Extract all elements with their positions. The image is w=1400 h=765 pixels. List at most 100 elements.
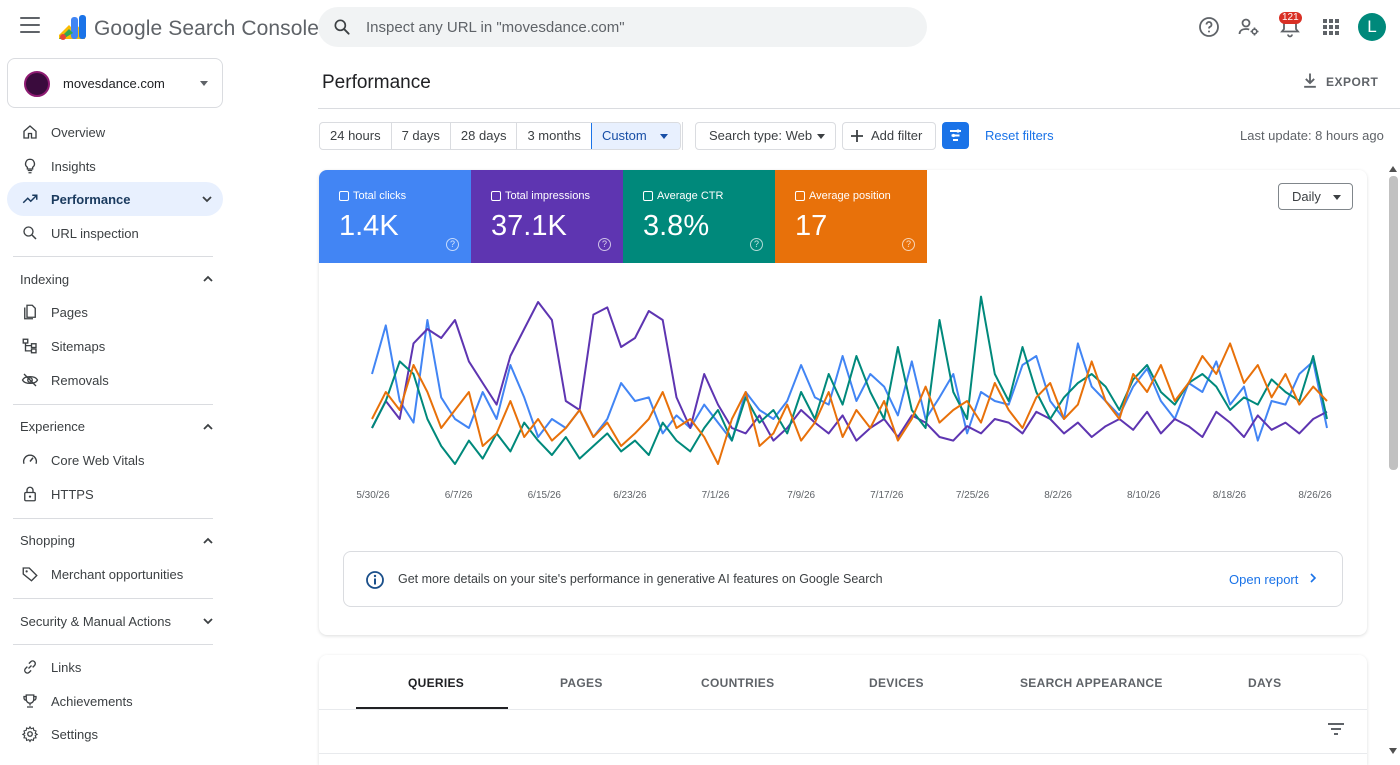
scroll-down-icon[interactable]	[1389, 748, 1397, 754]
scrollbar-thumb[interactable]	[1389, 176, 1398, 470]
sidebar-item-label: Pages	[51, 305, 88, 320]
metric-label: Total impressions	[505, 190, 590, 202]
link-icon	[24, 660, 36, 674]
sidebar-item-label: HTTPS	[51, 487, 94, 502]
sidebar-item-label: Insights	[51, 159, 96, 174]
scroll-up-icon[interactable]	[1389, 166, 1397, 172]
chevron-up-icon[interactable]	[202, 422, 214, 432]
tab-countries[interactable]: COUNTRIES	[701, 676, 775, 690]
chevron-up-icon[interactable]	[202, 274, 214, 284]
range-28-days[interactable]: 28 days	[451, 123, 518, 149]
sidebar-item-sitemaps[interactable]: Sitemaps	[7, 329, 223, 363]
filter-rows-icon[interactable]	[1327, 722, 1345, 736]
search-type-filter[interactable]: Search type: Web	[695, 122, 836, 150]
sidebar-item-label: URL inspection	[51, 226, 139, 241]
gear-icon	[21, 725, 39, 743]
chevron-up-icon[interactable]	[202, 536, 214, 546]
add-filter-button[interactable]: Add filter	[842, 122, 936, 150]
section-title-shopping: Shopping	[20, 533, 75, 548]
divider	[13, 256, 213, 257]
sidebar-item-https[interactable]: HTTPS	[7, 477, 223, 511]
sidebar-item-label: Performance	[51, 192, 131, 207]
performance-chart-card: Total clicks 1.4K ? Total impressions 37…	[319, 170, 1367, 635]
tab-pages[interactable]: PAGES	[560, 676, 603, 690]
checkbox-icon[interactable]	[643, 191, 653, 201]
checkbox-icon[interactable]	[491, 191, 501, 201]
toolbar-separator	[682, 122, 683, 150]
range-3-months[interactable]: 3 months	[517, 123, 592, 149]
add-filter-label: Add filter	[871, 128, 923, 143]
tab-search-appearance[interactable]: SEARCH APPEARANCE	[1020, 676, 1163, 690]
sidebar-item-label: Merchant opportunities	[51, 567, 184, 582]
sidebar-item-insights[interactable]: Insights	[7, 149, 223, 183]
active-tab-indicator	[356, 707, 508, 709]
sidebar-item-core-web-vitals[interactable]: Core Web Vitals	[7, 443, 223, 477]
chevron-right-icon[interactable]	[1308, 572, 1318, 584]
sidebar-item-removals[interactable]: Removals	[7, 363, 223, 397]
checkbox-icon[interactable]	[795, 191, 805, 201]
x-tick-label: 7/9/26	[787, 490, 815, 501]
metric-average-ctr[interactable]: Average CTR 3.8% ?	[623, 170, 775, 263]
sidebar-item-merchant-opportunities[interactable]: Merchant opportunities	[7, 557, 223, 591]
checkbox-icon[interactable]	[339, 191, 349, 201]
section-title-security[interactable]: Security & Manual Actions	[20, 614, 172, 629]
manage-users-icon[interactable]	[1237, 15, 1261, 39]
x-tick-label: 8/2/26	[1044, 490, 1072, 501]
account-avatar[interactable]: L	[1358, 13, 1386, 41]
plus-icon	[851, 130, 863, 142]
menu-icon[interactable]	[20, 17, 40, 33]
help-icon[interactable]: ?	[598, 238, 611, 251]
granularity-select[interactable]: Daily	[1278, 183, 1353, 210]
x-tick-label: 7/25/26	[956, 490, 990, 501]
sidebar-item-links[interactable]: Links	[7, 650, 223, 684]
sidebar: movesdance.com Overview Insights Perform…	[0, 56, 230, 759]
filter-options-button[interactable]	[942, 122, 969, 149]
help-icon[interactable]	[1197, 15, 1221, 39]
reset-filters-link[interactable]: Reset filters	[985, 128, 1054, 143]
open-report-link[interactable]: Open report	[1229, 572, 1299, 587]
range-7-days[interactable]: 7 days	[392, 123, 451, 149]
app-title: Google Search Console	[94, 17, 320, 40]
metric-total-clicks[interactable]: Total clicks 1.4K ?	[319, 170, 471, 263]
ai-features-banner: Get more details on your site's performa…	[343, 551, 1343, 607]
x-tick-label: 7/17/26	[870, 490, 904, 501]
sidebar-item-achievements[interactable]: Achievements	[7, 684, 223, 718]
download-icon	[1304, 73, 1316, 88]
tab-devices[interactable]: DEVICES	[869, 676, 924, 690]
page-title: Performance	[322, 72, 431, 93]
chevron-down-icon[interactable]	[202, 616, 214, 626]
range-24-hours[interactable]: 24 hours	[320, 123, 392, 149]
property-selector[interactable]: movesdance.com	[7, 58, 223, 108]
chevron-down-icon[interactable]	[201, 194, 213, 204]
help-icon[interactable]: ?	[446, 238, 459, 251]
help-icon[interactable]: ?	[902, 238, 915, 251]
tab-queries[interactable]: QUERIES	[408, 676, 465, 690]
sidebar-item-url-inspection[interactable]: URL inspection	[7, 216, 223, 250]
info-icon	[366, 571, 384, 589]
url-inspect-search[interactable]	[318, 7, 927, 47]
trophy-icon	[23, 694, 37, 708]
lightbulb-icon	[24, 158, 36, 174]
sidebar-item-overview[interactable]: Overview	[7, 115, 223, 149]
page-scrollbar[interactable]	[1387, 162, 1400, 759]
sidebar-item-settings[interactable]: Settings	[7, 717, 223, 751]
metric-label: Average CTR	[657, 190, 724, 202]
divider	[13, 518, 213, 519]
metric-total-impressions[interactable]: Total impressions 37.1K ?	[471, 170, 623, 263]
sidebar-item-performance[interactable]: Performance	[7, 182, 223, 216]
dropdown-arrow-icon	[1333, 195, 1341, 200]
tab-days[interactable]: DAYS	[1248, 676, 1282, 690]
x-tick-label: 6/15/26	[528, 490, 562, 501]
apps-grid-icon[interactable]	[1319, 15, 1343, 39]
sidebar-item-pages[interactable]: Pages	[7, 295, 223, 329]
sidebar-item-label: Core Web Vitals	[51, 453, 145, 468]
sitemap-icon	[22, 338, 37, 354]
metric-value: 37.1K	[491, 210, 567, 242]
help-icon[interactable]: ?	[750, 238, 763, 251]
x-tick-label: 8/26/26	[1298, 490, 1332, 501]
url-inspect-input[interactable]	[366, 16, 906, 38]
metric-average-position[interactable]: Average position 17 ?	[775, 170, 927, 263]
range-custom[interactable]: Custom	[590, 123, 680, 149]
metric-value: 1.4K	[339, 210, 399, 242]
pages-icon	[24, 304, 36, 320]
